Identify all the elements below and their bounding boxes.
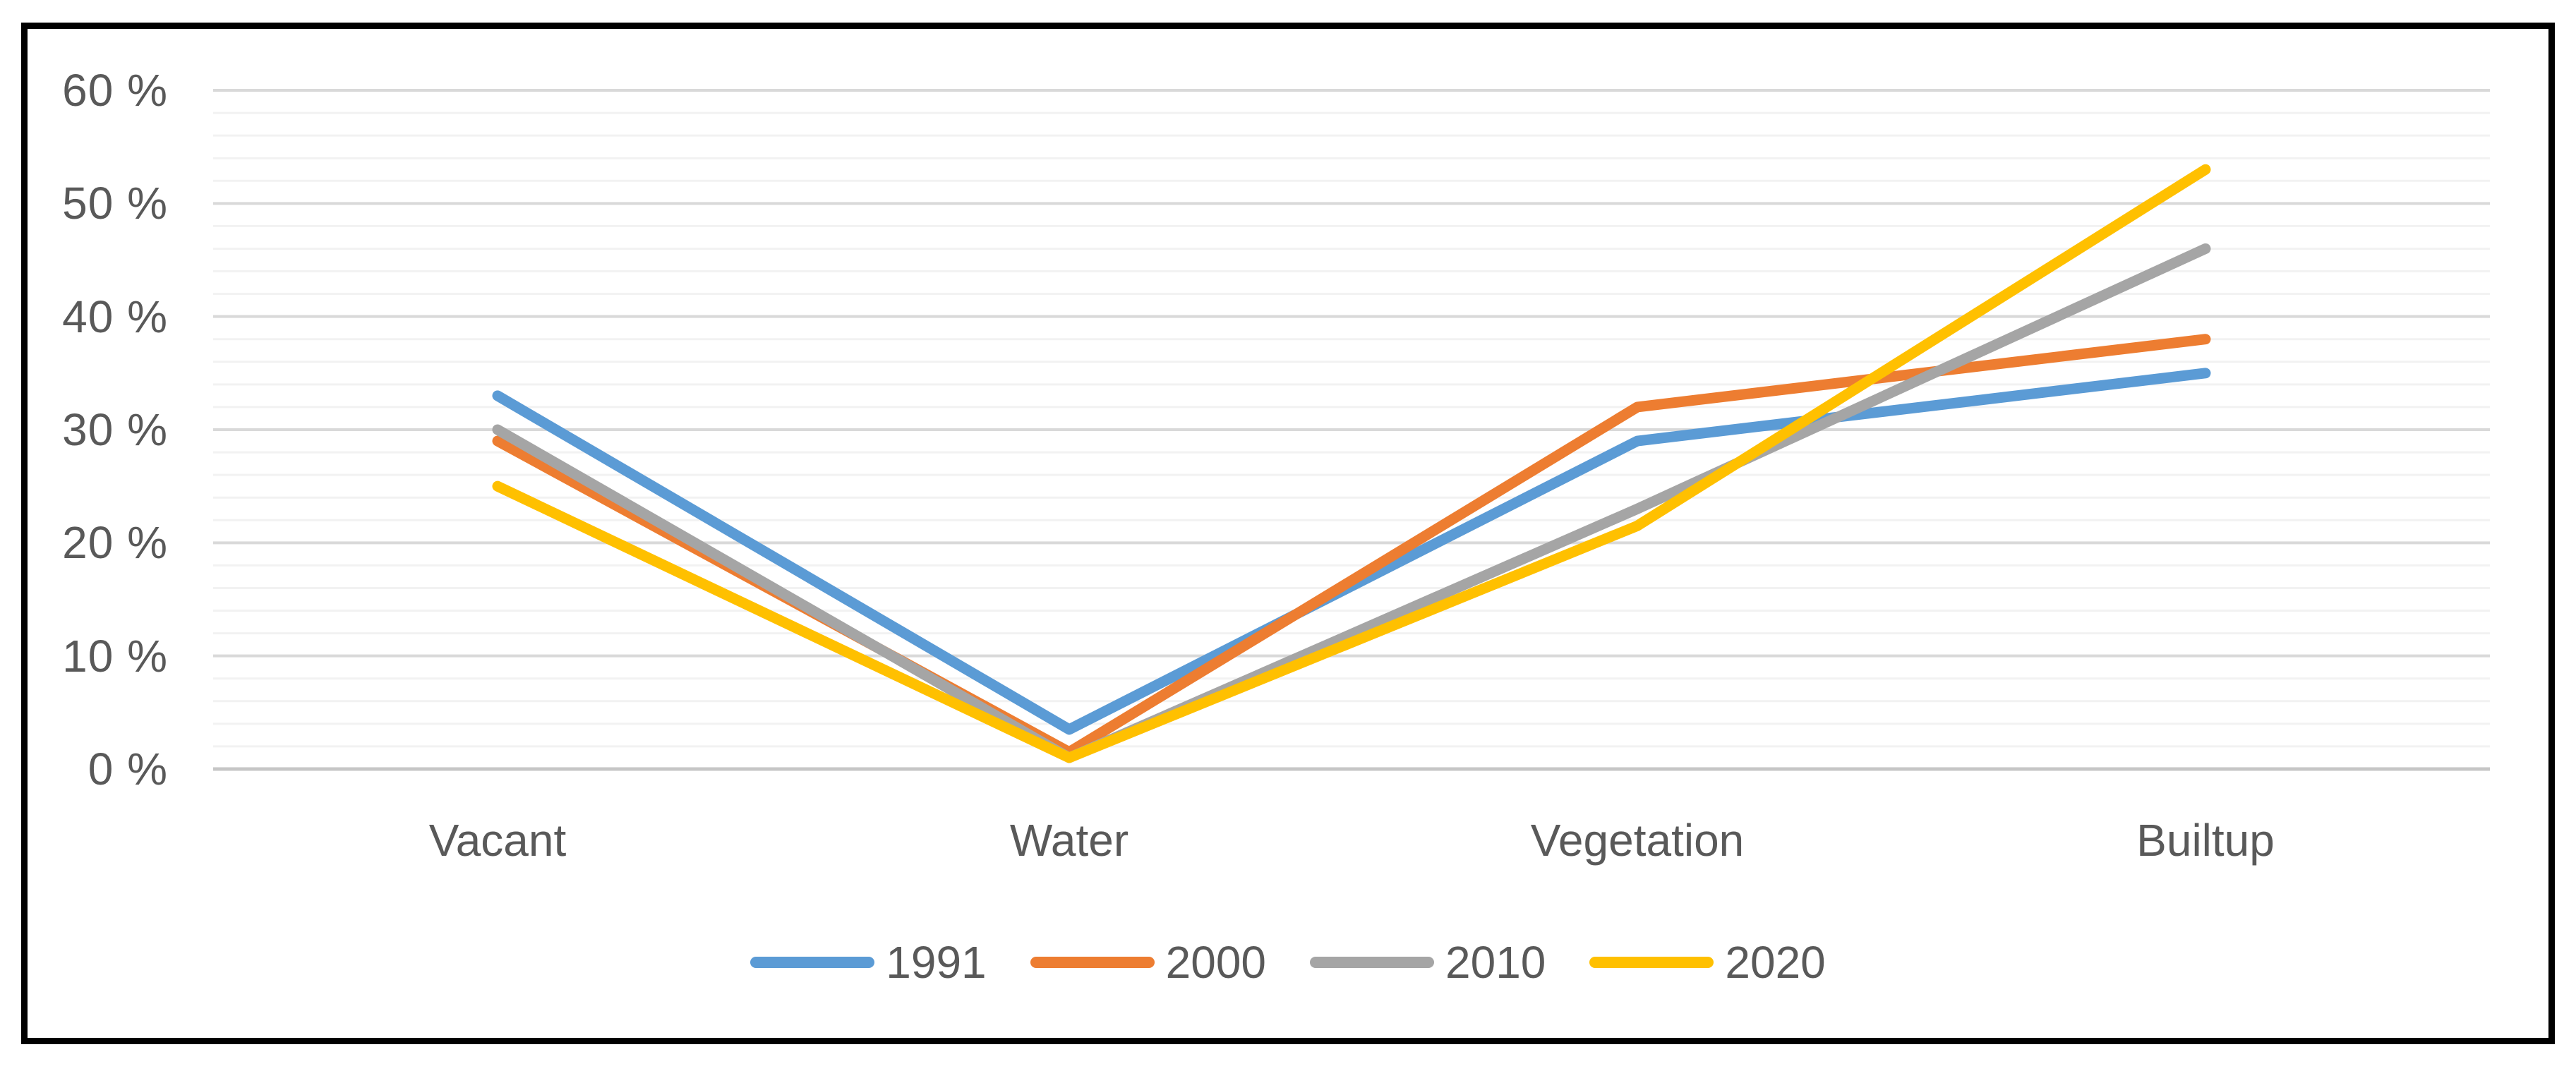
legend-label: 2020 — [1725, 937, 1826, 988]
x-axis-category-label: Vacant — [428, 815, 567, 866]
legend-line-swatch — [1030, 957, 1155, 968]
legend-item-2020: 2020 — [1589, 937, 1826, 988]
legend-item-2000: 2000 — [1030, 940, 1266, 985]
x-axis-category-label: Vegetation — [1530, 815, 1745, 866]
y-axis-tick-label: 0 % — [88, 744, 168, 794]
chart-legend: 1991 2000 2010 2020 — [0, 933, 2576, 992]
y-axis-tick-label: 10 % — [62, 631, 168, 682]
legend-item-1991: 1991 — [750, 937, 987, 988]
legend-label: 2000 — [1165, 937, 1266, 988]
y-axis-tick-label: 50 % — [62, 178, 168, 229]
legend-item-2010: 2010 — [1310, 940, 1546, 985]
legend-line-swatch — [1310, 957, 1434, 968]
series-line-2020 — [492, 164, 2211, 763]
series-line-2010 — [492, 243, 2211, 763]
legend-line-swatch — [1589, 957, 1714, 968]
legend-label: 2010 — [1445, 937, 1546, 988]
x-axis-category-label: Water — [1009, 815, 1129, 866]
figure-border — [21, 23, 2555, 1044]
y-axis-tick-label: 60 % — [62, 65, 168, 116]
legend-line-swatch — [750, 957, 875, 968]
y-axis-tick-label: 20 % — [62, 517, 168, 568]
legend-label: 1991 — [886, 937, 987, 988]
y-axis-tick-label: 30 % — [62, 404, 168, 455]
series-line-1991 — [492, 368, 2211, 735]
y-axis-tick-label: 40 % — [62, 291, 168, 342]
x-axis-category-label: Builtup — [2136, 815, 2275, 866]
